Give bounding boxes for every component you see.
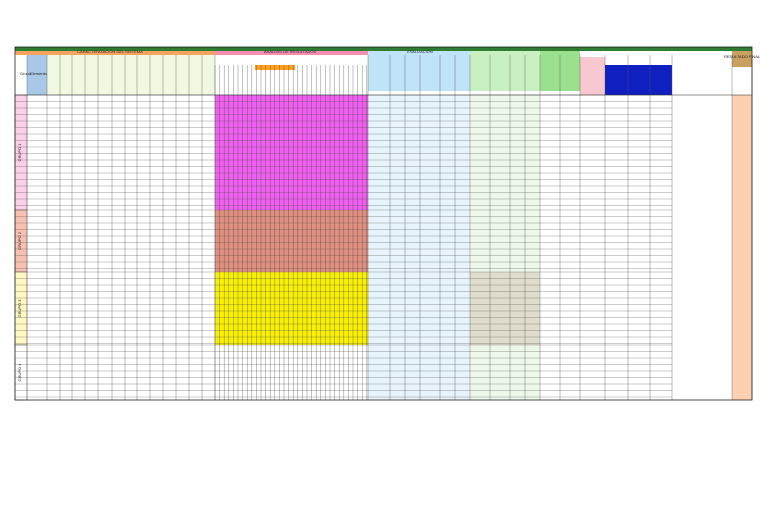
green-block (470, 95, 540, 210)
section-b: EVALUACIÓN (407, 49, 433, 54)
green-block (470, 272, 540, 345)
table-border (14, 46, 753, 401)
header-navy (605, 65, 672, 95)
data-block (215, 95, 368, 210)
group-label: GRUPO 4 (17, 363, 22, 382)
right-col (732, 345, 752, 400)
header-orange (15, 51, 368, 55)
header-pink (215, 51, 368, 55)
right-col (732, 210, 752, 272)
section-a: ANÁLISIS DE RESULTADOS (264, 49, 317, 54)
data-block (215, 210, 368, 272)
green-block (470, 345, 540, 400)
data-block (215, 272, 368, 345)
col-group: Grupo (20, 71, 32, 76)
data-block (215, 345, 368, 400)
header-bar (15, 47, 752, 51)
header-orange2 (255, 65, 295, 70)
blue-block (368, 345, 470, 400)
header-pink2 (580, 57, 605, 95)
group-label: GRUPO 1 (17, 143, 22, 162)
title: CARACTERIZACIÓN DEL SISTEMA (77, 49, 143, 54)
blue-block (368, 95, 470, 210)
right-col (732, 95, 752, 210)
header-right (732, 51, 752, 67)
blue-block (368, 272, 470, 345)
col-element: Elemento (30, 71, 48, 76)
right-col (732, 272, 752, 345)
header-green (470, 51, 540, 91)
group-label: GRUPO 2 (17, 231, 22, 250)
header-light (47, 55, 215, 95)
blue-block (368, 210, 470, 272)
header-blue (368, 51, 470, 91)
group-label: GRUPO 3 (17, 299, 22, 318)
header-left-blue (27, 55, 47, 95)
green-block (470, 210, 540, 272)
section-c: RESULTADO FINAL (724, 54, 761, 59)
